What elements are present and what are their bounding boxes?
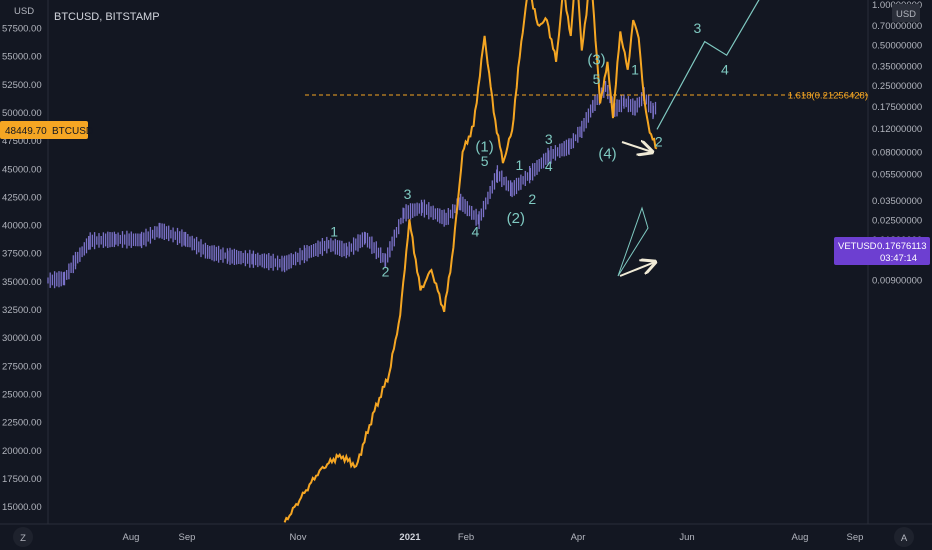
left-tick-label-15: 52500.00 xyxy=(2,80,42,91)
time-tick-label-0: Aug xyxy=(123,532,140,543)
left-tick-label-0: 15000.00 xyxy=(2,502,42,513)
right-tick-label-4: 0.03500000 xyxy=(872,196,922,207)
right-tick-label-3: 0.02500000 xyxy=(872,216,922,227)
btc-symbol-label: BTCUSD xyxy=(52,126,93,137)
left-tick-label-10: 40000.00 xyxy=(2,221,42,232)
vet-price-value: 0.17676113 xyxy=(877,241,927,252)
wave-label-6: (2) xyxy=(507,210,525,227)
right-tick-label-7: 0.12000000 xyxy=(872,124,922,135)
wave-label-4: (1) xyxy=(475,139,493,156)
wave-projection-line xyxy=(656,0,760,130)
wave-label-15: 2 xyxy=(655,134,663,150)
right-tick-label-9: 0.25000000 xyxy=(872,81,922,92)
vet-series xyxy=(47,80,657,289)
wave-label-16: 3 xyxy=(694,20,702,36)
countdown-value: 03:47:14 xyxy=(880,253,917,264)
time-tick-label-7: Aug xyxy=(792,532,809,543)
left-tick-label-6: 30000.00 xyxy=(2,333,42,344)
left-tick-label-13: 47500.00 xyxy=(2,136,42,147)
right-tick-label-12: 0.70000000 xyxy=(872,21,922,32)
zoom-button[interactable] xyxy=(13,527,33,547)
arrow-bottom xyxy=(619,262,655,277)
corner-left-label: Z xyxy=(20,533,26,544)
time-tick-label-4: Feb xyxy=(458,532,474,543)
left-axis-ticks: 15000.00 17500.00 20000.00 22500.00 25000.00… xyxy=(2,24,42,514)
left-axis-unit: USD xyxy=(14,6,34,17)
time-tick-label-2: Nov xyxy=(290,532,307,543)
vet-symbol-label: VETUSD xyxy=(838,241,877,252)
left-tick-label-3: 22500.00 xyxy=(2,418,42,429)
vet-price-badge xyxy=(834,237,930,265)
right-tick-label-5: 0.05500000 xyxy=(872,170,922,181)
time-tick-label-6: Jun xyxy=(679,532,694,543)
left-tick-label-5: 27500.00 xyxy=(2,361,42,372)
wave-label-7: 1 xyxy=(516,157,524,173)
wave-label-5: 5 xyxy=(481,153,489,169)
fib-line-label-1: 1.618(0.21256428) xyxy=(788,91,868,102)
wave-label-2: 3 xyxy=(404,186,412,202)
left-tick-label-11: 42500.00 xyxy=(2,192,42,203)
wave-triangle xyxy=(617,206,649,277)
btc-price-value: 48449.70 xyxy=(5,126,47,137)
wave-label-14: 1 xyxy=(631,61,639,77)
right-tick-label-8: 0.17500000 xyxy=(872,102,922,113)
wave-label-13: (4) xyxy=(598,146,616,163)
right-axis-unit-box[interactable] xyxy=(892,4,920,22)
wave-label-8: 2 xyxy=(528,191,536,207)
time-tick-label-3: 2021 xyxy=(399,532,421,543)
symbol-title: BTCUSD, BITSTAMP xyxy=(54,11,160,23)
time-tick-label-5: Apr xyxy=(571,532,586,543)
wave-label-9: 3 xyxy=(545,131,553,147)
left-tick-label-17: 57500.00 xyxy=(2,24,42,35)
wave-label-12: 5 xyxy=(593,71,601,87)
wave-label-0: 1 xyxy=(330,224,338,240)
btc-series-line xyxy=(283,0,658,523)
right-tick-label-0: 0.00900000 xyxy=(872,275,922,286)
right-tick-label-11: 0.50000000 xyxy=(872,41,922,52)
left-tick-label-16: 55000.00 xyxy=(2,52,42,63)
right-axis-unit: USD xyxy=(896,9,916,20)
time-tick-label-1: Sep xyxy=(179,532,196,543)
btc-price-badge xyxy=(0,121,88,139)
corner-right-label: A xyxy=(901,533,908,544)
wave-label-17: 4 xyxy=(721,61,729,77)
fib-lines: 2.618(1.53249446)1.618(0.21256428) xyxy=(305,91,868,102)
right-tick-label-6: 0.08000000 xyxy=(872,148,922,159)
arrow-top xyxy=(621,142,652,152)
left-tick-label-9: 37500.00 xyxy=(2,249,42,260)
left-tick-label-1: 17500.00 xyxy=(2,474,42,485)
wave-label-1: 2 xyxy=(382,263,390,279)
wave-label-3: 4 xyxy=(472,224,480,240)
time-axis-ticks: Aug Sep Nov 2021 Feb Apr Jun Aug Sep xyxy=(123,532,864,543)
auto-scale-button[interactable] xyxy=(894,527,914,547)
wave-label-11: (3) xyxy=(587,52,605,69)
left-tick-label-12: 45000.00 xyxy=(2,164,42,175)
left-tick-label-8: 35000.00 xyxy=(2,277,42,288)
left-tick-label-14: 50000.00 xyxy=(2,108,42,119)
right-tick-label-10: 0.35000000 xyxy=(872,61,922,72)
left-tick-label-2: 20000.00 xyxy=(2,446,42,457)
time-tick-label-8: Sep xyxy=(847,532,864,543)
wave-label-10: 4 xyxy=(545,158,553,174)
left-tick-label-4: 25000.00 xyxy=(2,389,42,400)
left-tick-label-7: 32500.00 xyxy=(2,305,42,316)
